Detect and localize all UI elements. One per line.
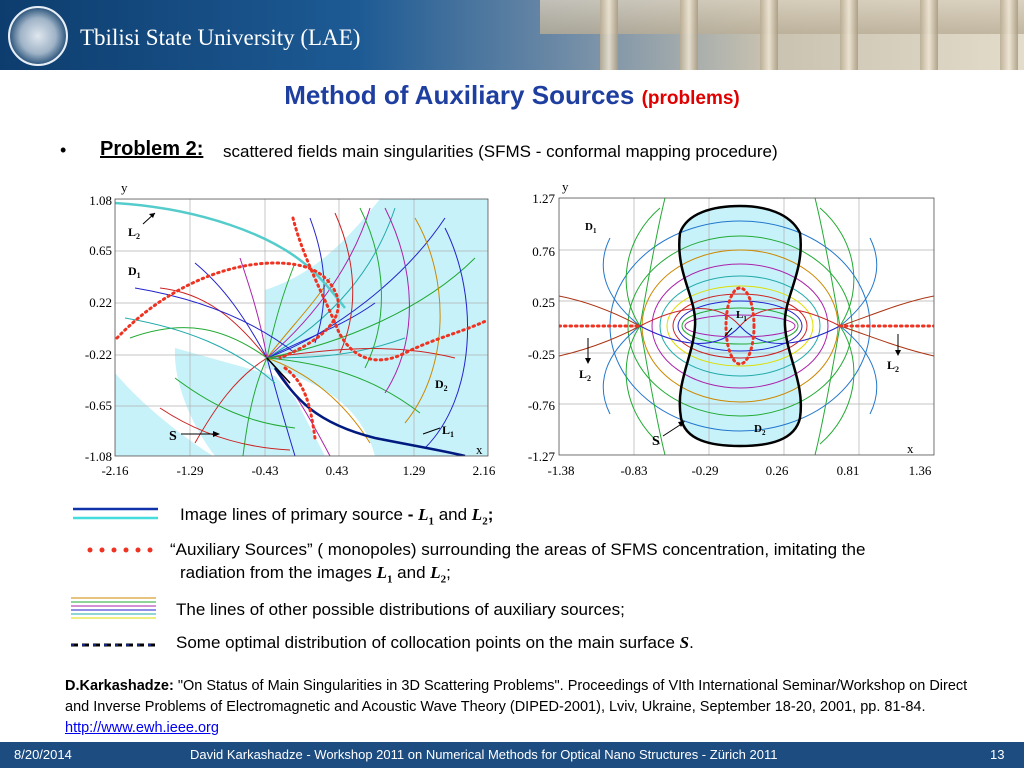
legend-swatches: [71, 507, 158, 647]
reference-link[interactable]: http://www.ewh.ieee.org: [65, 720, 219, 736]
label-l2-right: L2: [887, 358, 899, 374]
y-tick-label: 1.08: [89, 193, 112, 208]
column-image: [600, 0, 618, 70]
column-image: [840, 0, 858, 70]
header-banner: Tbilisi State University (LAE): [0, 0, 1024, 70]
x-tick-label: 1.29: [403, 463, 426, 478]
footer-date: 8/20/2014: [14, 747, 72, 762]
x-tick-label: -0.43: [251, 463, 278, 478]
column-image: [1000, 0, 1018, 70]
label-l1: L1: [736, 309, 747, 323]
footer-center-text: David Karkashadze - Workshop 2011 on Num…: [190, 747, 778, 762]
x-tick-label: 1.36: [909, 463, 932, 478]
x-tick-label: 0.43: [326, 463, 349, 478]
y-tick-label: 0.76: [532, 244, 555, 259]
legend-row-image-lines: Image lines of primary source - L1 and L…: [180, 505, 494, 528]
x-axis-label: x: [476, 442, 483, 457]
footer-page-number: 13: [990, 747, 1005, 762]
column-image: [920, 0, 938, 70]
problem-label: Problem 2:: [100, 138, 204, 160]
x-tick-label: -2.16: [101, 463, 129, 478]
label-d1: D1: [128, 264, 141, 280]
label-l2-left: L2: [579, 367, 591, 383]
figure-right-conformal-map: y x 1.27 0.76 0.25 -0.25 -0.76 -1.27 -1.…: [528, 179, 935, 478]
y-tick-label: -1.08: [85, 449, 112, 464]
label-d1: D1: [585, 221, 597, 235]
university-seal-logo: [8, 6, 68, 66]
label-d2: D2: [435, 377, 448, 393]
x-tick-label: 2.16: [473, 463, 496, 478]
x-tick-label: 0.26: [766, 463, 789, 478]
swatch-auxiliary-sources: [87, 547, 153, 553]
title-main: Method of Auxiliary Sources: [284, 80, 635, 110]
y-axis-label: y: [121, 180, 128, 195]
y-tick-label: -0.65: [85, 398, 112, 413]
y-tick-label: 0.25: [532, 295, 555, 310]
figure-left-conformal-map: y x 1.08 0.65 0.22 -0.22 -0.65 -1.08 -2.…: [85, 180, 496, 478]
reference-author: D.Karkashadze:: [65, 678, 174, 694]
reference-text: "On Status of Main Singularities in 3D S…: [65, 678, 968, 715]
y-tick-label: -0.25: [528, 347, 555, 362]
x-axis-label: x: [907, 441, 914, 456]
building-pediment-image: [540, 0, 1024, 34]
legend-row-auxiliary-sources-cont: radiation from the images L1 and L2;: [180, 563, 451, 586]
y-tick-label: -1.27: [528, 449, 556, 464]
reference-citation: D.Karkashadze: "On Status of Main Singul…: [65, 676, 975, 739]
x-tick-label: 0.81: [837, 463, 860, 478]
x-tick-label: -1.29: [176, 463, 203, 478]
x-tick-label: -0.29: [691, 463, 718, 478]
x-tick-label: -1.38: [547, 463, 574, 478]
slide-title: Method of Auxiliary Sources (problems): [0, 80, 1024, 111]
y-tick-label: 1.27: [532, 191, 555, 206]
legend-row-other-lines: The lines of other possible distribution…: [176, 600, 625, 619]
bullet-marker: •: [60, 140, 67, 160]
problem-text: scattered fields main singularities (SFM…: [223, 142, 778, 161]
x-tick-label: -0.83: [620, 463, 647, 478]
legend-row-auxiliary-sources: “Auxiliary Sources” ( monopoles) surroun…: [170, 540, 866, 559]
label-s: S: [169, 429, 177, 444]
legend-row-collocation: Some optimal distribution of collocation…: [176, 633, 694, 652]
y-tick-label: 0.65: [89, 243, 112, 258]
title-sub: (problems): [641, 88, 740, 109]
y-axis-label: y: [562, 179, 569, 194]
y-tick-label: 0.22: [89, 295, 112, 310]
label-d2: D2: [754, 423, 766, 437]
column-image: [760, 0, 778, 70]
y-tick-label: -0.76: [528, 398, 556, 413]
label-l1: L1: [442, 423, 454, 439]
label-s: S: [652, 434, 660, 449]
column-image: [680, 0, 698, 70]
y-tick-label: -0.22: [85, 347, 112, 362]
label-l2: L2: [128, 225, 140, 241]
university-name: Tbilisi State University (LAE): [80, 25, 361, 50]
swatch-other-lines: [71, 597, 156, 619]
footer-bar: 8/20/2014 David Karkashadze - Workshop 2…: [0, 742, 1024, 768]
